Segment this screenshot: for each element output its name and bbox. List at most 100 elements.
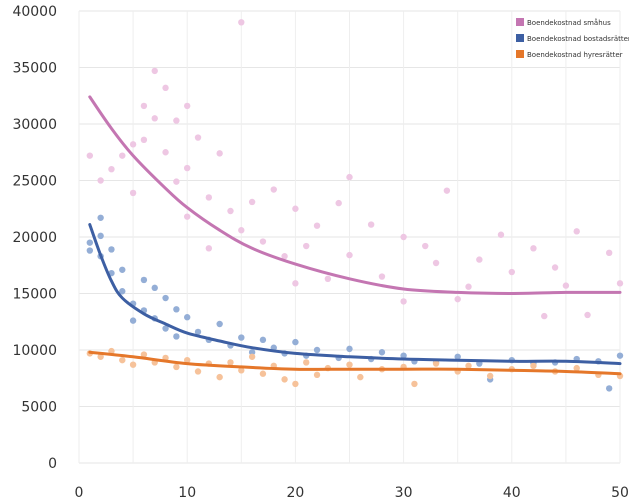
- series-2-point-20: [303, 359, 310, 366]
- y-tick-label-4: 20000: [12, 230, 57, 246]
- series-0-point-39: [400, 298, 407, 305]
- series-1-trend-line: [88, 223, 622, 366]
- y-tick-label-2: 10000: [12, 343, 57, 359]
- x-tick-label-0: 0: [75, 485, 84, 500]
- series-1-point-36: [400, 352, 407, 359]
- series-0-point-13: [173, 178, 180, 185]
- series-0-point-22: [238, 19, 245, 26]
- series-2-point-10: [194, 368, 202, 375]
- series-0-point-2: [108, 166, 115, 173]
- series-1-point-3: [97, 214, 104, 221]
- y-tick-label-5: 25000: [12, 174, 57, 190]
- series-0-point-3: [119, 152, 126, 159]
- series-1-point-7: [119, 266, 126, 273]
- series-0-point-0: [86, 152, 94, 159]
- y-tick-label-6: 30000: [12, 117, 57, 133]
- series-2-point-9: [184, 356, 191, 364]
- series-2-point-16: [259, 370, 267, 377]
- series-1-point-22: [216, 320, 223, 328]
- series-2-point-1: [97, 353, 104, 360]
- series-2-point-15: [248, 353, 256, 360]
- series-2-point-24: [357, 373, 364, 381]
- series-1-point-48: [616, 352, 624, 359]
- series-2-point-28: [432, 360, 440, 367]
- axis-ticks: 0 5000 10000 15000 20000 25000 30000 35000 40000…: [12, 4, 628, 500]
- series-0-point-51: [562, 282, 570, 289]
- series-0-point-38: [400, 233, 407, 241]
- series-1-point-5: [108, 246, 115, 253]
- series-1-point-1: [86, 239, 94, 246]
- series-1-point-35: [378, 349, 386, 356]
- x-tick-label-3: 30: [395, 485, 413, 500]
- y-tick-label-1: 5000: [21, 400, 57, 416]
- series-0-point-55: [616, 280, 624, 287]
- x-tick-label-1: 10: [178, 485, 196, 500]
- series-0-point-21: [227, 207, 234, 215]
- series-2-point-12: [216, 373, 223, 381]
- trend-lines: [88, 95, 622, 376]
- series-0-point-30: [303, 242, 310, 250]
- legend-swatch-bostadsratter: [516, 34, 524, 42]
- series-0-point-28: [292, 205, 299, 212]
- series-1-point-18: [173, 333, 180, 340]
- series-0-point-36: [367, 221, 375, 228]
- series-0-point-15: [184, 164, 191, 172]
- series-1-point-24: [238, 334, 245, 341]
- x-tick-label-2: 20: [286, 485, 304, 500]
- legend-label-smahus: Boendekostnad småhus: [527, 18, 611, 27]
- series-0-point-27: [281, 253, 288, 260]
- series-2-point-13: [227, 359, 234, 366]
- series-0-point-34: [346, 173, 353, 181]
- series-0-point-17: [194, 134, 202, 141]
- series-1-point-0: [86, 247, 94, 254]
- series-2-point-3: [119, 356, 126, 364]
- series-1-point-10: [129, 317, 137, 324]
- series-0-point-5: [129, 189, 137, 197]
- series-0-point-48: [530, 245, 537, 252]
- series-0-point-20: [216, 150, 223, 157]
- series-0-point-1: [97, 177, 104, 184]
- series-0-point-41: [432, 259, 440, 267]
- series-2-point-5: [140, 351, 148, 358]
- series-0-point-19: [205, 245, 213, 252]
- x-tick-label-5: 50: [611, 485, 629, 500]
- series-0-point-16: [184, 213, 191, 220]
- series-2-point-35: [573, 364, 580, 372]
- series-2-point-27: [411, 380, 418, 388]
- series-0-point-53: [584, 311, 591, 319]
- series-0-point-54: [605, 249, 613, 257]
- series-1-point-47: [605, 385, 613, 392]
- series-0-point-32: [324, 275, 332, 283]
- series-0-point-11: [162, 149, 169, 156]
- series-0-point-46: [497, 231, 505, 238]
- series-1-point-15: [162, 294, 169, 302]
- series-0-point-40: [422, 242, 429, 250]
- series-0-point-42: [443, 187, 451, 194]
- series-0-point-12: [173, 117, 180, 124]
- series-2-point-33: [530, 362, 537, 370]
- series-0-point-18: [205, 194, 213, 201]
- legend-swatch-hyresratter: [516, 50, 524, 58]
- series-2-point-19: [292, 380, 299, 388]
- series-0-point-23: [238, 227, 245, 234]
- series-0-point-47: [508, 268, 515, 276]
- series-0-point-14: [184, 102, 191, 110]
- legend-label-hyresratter: Boendekostnad hyresrätter: [527, 51, 623, 59]
- y-tick-label-0: 0: [48, 456, 57, 472]
- series-1-point-20: [194, 328, 202, 336]
- series-0-point-6: [140, 102, 148, 110]
- x-tick-label-4: 40: [503, 485, 521, 500]
- series-0-point-43: [454, 295, 461, 303]
- scatter-points: [86, 19, 624, 392]
- series-1-point-17: [173, 306, 180, 313]
- series-1-point-26: [259, 336, 267, 344]
- series-1-point-29: [292, 338, 299, 346]
- series-1-point-8: [119, 288, 126, 295]
- grid: [78, 10, 621, 464]
- series-1-point-2: [97, 232, 104, 240]
- legend: Boendekostnad småhus Boendekostnad bosta…: [516, 18, 629, 59]
- series-2-point-2: [108, 347, 115, 355]
- series-1-point-19: [184, 314, 191, 321]
- series-2-point-30: [465, 362, 472, 370]
- series-0-point-35: [346, 251, 353, 259]
